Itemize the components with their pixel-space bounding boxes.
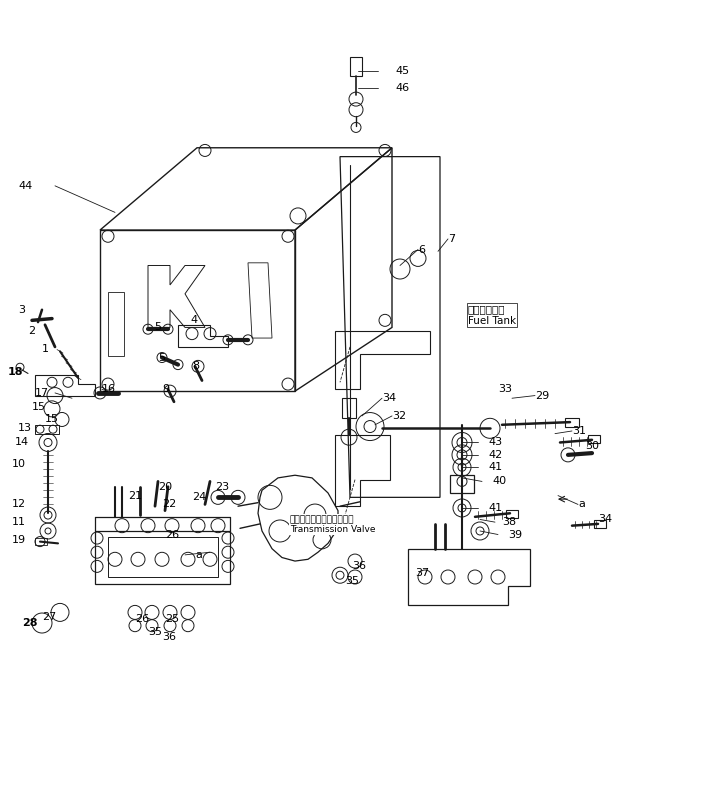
Text: 25: 25	[165, 614, 179, 625]
Text: 41: 41	[488, 462, 502, 472]
Text: 27: 27	[42, 612, 56, 622]
Bar	[35, 538, 47, 545]
Text: 14: 14	[15, 438, 29, 447]
Bar	[565, 418, 579, 426]
Bar	[35, 425, 59, 434]
Text: 18: 18	[8, 366, 23, 377]
Text: 23: 23	[215, 482, 229, 492]
Text: 44: 44	[18, 181, 33, 191]
Text: 15: 15	[45, 414, 59, 425]
Text: 19: 19	[12, 535, 26, 545]
Text: a: a	[578, 499, 585, 510]
Text: 20: 20	[158, 482, 172, 492]
Text: 26: 26	[135, 614, 149, 625]
Text: 40: 40	[492, 477, 506, 486]
Text: 24: 24	[192, 492, 206, 502]
Text: 5: 5	[158, 353, 165, 362]
Text: 36: 36	[162, 632, 176, 642]
Text: トランスミッションバルブ
Transmission Valve: トランスミッションバルブ Transmission Valve	[290, 515, 375, 534]
Text: 10: 10	[12, 458, 26, 469]
Text: 2: 2	[28, 326, 35, 336]
Text: 28: 28	[22, 618, 38, 628]
Text: 42: 42	[488, 450, 502, 460]
Bar	[342, 398, 356, 418]
Bar	[594, 520, 606, 528]
Text: 15: 15	[32, 402, 46, 412]
Text: 16: 16	[102, 384, 116, 394]
Text: 11: 11	[12, 517, 26, 527]
Text: 9: 9	[162, 384, 169, 394]
Bar	[506, 510, 518, 518]
Text: 3: 3	[18, 305, 25, 314]
Text: 1: 1	[42, 344, 49, 354]
Text: 33: 33	[498, 384, 512, 394]
Text: 8: 8	[192, 362, 199, 371]
Text: 37: 37	[415, 567, 429, 578]
Text: 6: 6	[418, 245, 425, 254]
Text: 35: 35	[148, 627, 162, 637]
Text: 41: 41	[488, 503, 502, 513]
Text: 13: 13	[18, 423, 32, 434]
Bar	[450, 475, 474, 493]
Text: 29: 29	[535, 390, 549, 401]
Text: a: a	[195, 550, 202, 560]
Text: 7: 7	[448, 234, 455, 244]
Text: 34: 34	[598, 514, 612, 525]
Text: 17: 17	[35, 388, 49, 398]
Bar	[108, 292, 124, 356]
Text: 12: 12	[12, 499, 26, 510]
Text: 38: 38	[502, 517, 516, 527]
Bar	[350, 57, 362, 76]
Text: 22: 22	[162, 499, 176, 510]
Text: 45: 45	[395, 66, 409, 76]
Text: 36: 36	[352, 562, 366, 571]
Text: 30: 30	[585, 441, 599, 451]
Bar	[588, 435, 600, 443]
Text: 43: 43	[488, 438, 502, 447]
Text: 26: 26	[165, 530, 179, 539]
Text: 21: 21	[128, 490, 142, 501]
Text: 34: 34	[382, 394, 396, 403]
Text: 35: 35	[345, 577, 359, 586]
Text: 4: 4	[190, 315, 197, 326]
Text: 31: 31	[572, 426, 586, 436]
Text: 5: 5	[154, 322, 161, 333]
Text: フェルタンク
Fuel Tank: フェルタンク Fuel Tank	[468, 305, 516, 326]
Text: 46: 46	[395, 83, 409, 94]
Text: 32: 32	[392, 411, 406, 421]
Text: 39: 39	[508, 530, 522, 539]
